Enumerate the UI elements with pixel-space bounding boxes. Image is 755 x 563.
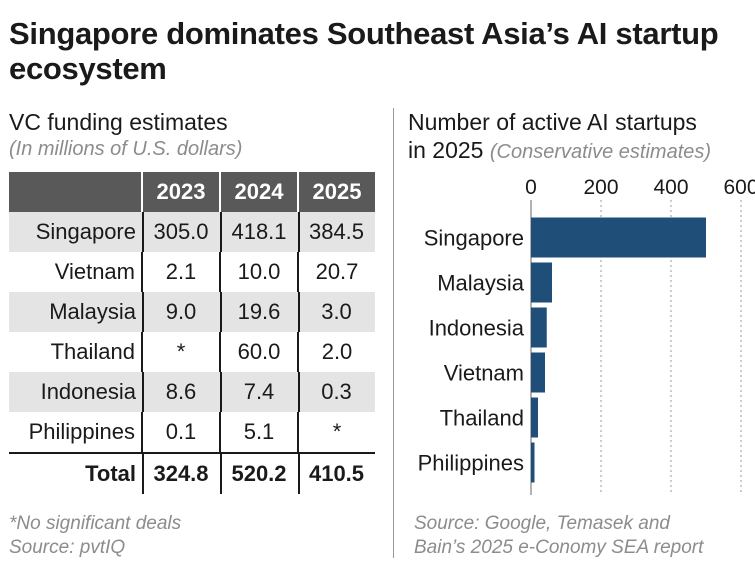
row-country: Thailand	[9, 332, 142, 372]
table-row: Singapore 305.0 418.1 384.5	[9, 212, 375, 252]
bar	[531, 262, 552, 303]
row-value: 9.0	[142, 292, 220, 332]
bar	[531, 217, 706, 258]
row-country: Indonesia	[9, 372, 142, 412]
table-row: Vietnam 2.1 10.0 20.7	[9, 252, 375, 292]
x-tick-label: 400	[653, 176, 688, 199]
row-value: 2.1	[141, 252, 220, 292]
table-row: Philippines 0.1 5.1 *	[9, 412, 375, 453]
chart-subtitle: (Conservative estimates)	[489, 141, 712, 163]
table-header-2025: 2025	[297, 172, 375, 212]
row-country: Philippines	[9, 412, 142, 453]
bar	[531, 307, 547, 348]
x-tick-label: 200	[583, 176, 618, 199]
startups-section: Number of active AI startups in 2025 (Co…	[408, 108, 755, 166]
category-label: Singapore	[424, 226, 524, 251]
table-source: Source: pvtIQ	[9, 537, 126, 558]
section-divider	[393, 108, 394, 558]
row-value: 2.0	[297, 332, 375, 372]
row-value: 7.4	[220, 372, 298, 412]
chart-source: Source: Google, Temasek and Bain’s 2025 …	[414, 512, 703, 560]
row-value: 384.5	[298, 212, 375, 252]
table-header-2024: 2024	[219, 172, 298, 212]
row-value: 418.1	[220, 212, 298, 252]
chart-title-line2: in 2025 (Conservative estimates)	[408, 136, 755, 166]
x-tick-label: 0	[525, 176, 537, 199]
row-value: 8.6	[142, 372, 220, 412]
vc-funding-section: VC funding estimates (In millions of U.S…	[9, 108, 371, 162]
row-value: 0.3	[298, 372, 375, 412]
table-header-blank	[9, 172, 142, 212]
category-label: Indonesia	[429, 316, 525, 341]
row-value: 19.6	[220, 292, 298, 332]
table-header-row: 2023 2024 2025	[9, 172, 375, 212]
bar	[531, 442, 535, 483]
table-notes: *No significant deals Source: pvtIQ	[9, 512, 181, 560]
row-value: 10.0	[219, 252, 298, 292]
table-total-row: Total 324.8 520.2 410.5	[9, 452, 375, 494]
table-title: VC funding estimates	[9, 109, 228, 135]
startups-bar-chart: 0 200 400 600 Singapore Malaysia Indonesia Viet…	[418, 176, 755, 495]
row-value: 3.0	[298, 292, 375, 332]
row-country: Singapore	[9, 212, 142, 252]
chart-title-line1: Number of active AI startups	[408, 109, 697, 135]
page-title: Singapore dominates Southeast Asia’s AI …	[9, 16, 719, 86]
table-header-2023: 2023	[141, 172, 220, 212]
category-label: Vietnam	[444, 361, 524, 386]
row-value: 60.0	[219, 332, 298, 372]
row-value: 5.1	[219, 412, 298, 453]
chart-title-year: in 2025	[408, 137, 484, 163]
row-value: 0.1	[141, 412, 220, 453]
row-value: *	[141, 332, 220, 372]
row-value: 305.0	[142, 212, 220, 252]
total-value: 410.5	[298, 452, 375, 494]
vc-funding-table: 2023 2024 2025 Singapore 305.0 418.1 384…	[9, 172, 375, 494]
total-label: Total	[9, 452, 142, 494]
table-row: Indonesia 8.6 7.4 0.3	[9, 372, 375, 412]
table-row: Thailand * 60.0 2.0	[9, 332, 375, 372]
row-country: Vietnam	[9, 252, 142, 292]
row-country: Malaysia	[9, 292, 142, 332]
total-value: 520.2	[220, 452, 298, 494]
category-label: Philippines	[418, 451, 524, 476]
chart-source-line1: Source: Google, Temasek and	[414, 513, 670, 534]
bar	[531, 352, 545, 393]
x-tick-label: 600	[723, 176, 755, 199]
table-subtitle: (In millions of U.S. dollars)	[9, 138, 243, 160]
category-label: Malaysia	[437, 271, 525, 296]
chart-source-line2: Bain’s 2025 e-Conomy SEA report	[414, 537, 704, 558]
row-value: 20.7	[297, 252, 375, 292]
table-footnote: *No significant deals	[9, 513, 182, 534]
category-label: Thailand	[440, 406, 524, 431]
bar	[531, 397, 538, 438]
table-row: Malaysia 9.0 19.6 3.0	[9, 292, 375, 332]
row-value: *	[297, 412, 375, 453]
total-value: 324.8	[142, 452, 220, 494]
